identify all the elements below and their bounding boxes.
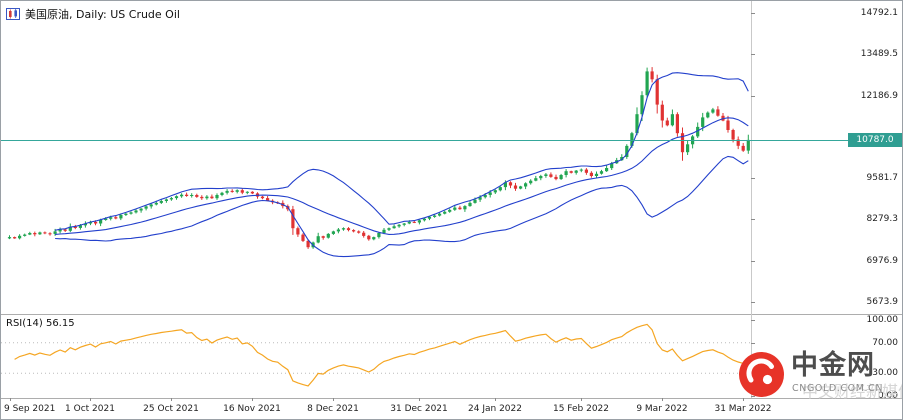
time-axis-tick-mark [252, 398, 253, 401]
price-axis-tick-label: 5673.9 [866, 297, 899, 307]
rsi-axis-tick-mark [751, 343, 755, 344]
time-axis-divider [1, 398, 902, 399]
rsi-chart-panel[interactable] [1, 315, 751, 398]
price-axis-tick-label: 8279.3 [866, 214, 899, 224]
time-axis-tick-mark [419, 398, 420, 401]
current-price-tag: 10787.0 [848, 133, 902, 147]
price-axis-tick-label: 9581.7 [866, 173, 899, 183]
time-axis-label: 9 Mar 2022 [636, 404, 688, 414]
panel-divider[interactable] [1, 314, 902, 315]
cngold-logo-icon [738, 351, 785, 402]
watermark-title: 中金网 [791, 350, 875, 381]
watermark: 中文财经新媒体 中金网 CNGOLD.COM.CN [738, 345, 903, 419]
current-price-line [1, 140, 902, 141]
price-axis-tick-mark [751, 178, 755, 179]
price-axis-tick-mark [751, 13, 755, 14]
rsi-indicator-label: RSI(14) 56.15 [6, 318, 75, 329]
rsi-axis-tick-label: 70.00 [872, 338, 898, 348]
time-axis-tick-mark [743, 398, 744, 401]
time-axis-tick-mark [90, 398, 91, 401]
price-axis-tick-mark [751, 96, 755, 97]
time-axis-label: 25 Oct 2021 [143, 404, 199, 414]
time-axis-label: 9 Sep 2021 [4, 404, 56, 414]
time-axis-tick-mark [171, 398, 172, 401]
time-axis-tick-mark [662, 398, 663, 401]
time-axis-label: 31 Dec 2021 [390, 404, 448, 414]
rsi-axis-tick-mark [751, 396, 755, 397]
watermark-url: CNGOLD.COM.CN [792, 383, 884, 394]
time-axis-label: 8 Dec 2021 [307, 404, 359, 414]
rsi-line-chart[interactable] [1, 315, 751, 398]
time-axis-tick-mark [581, 398, 582, 401]
rsi-axis-tick-label: 100.00 [866, 315, 899, 325]
price-axis-tick-label: 14792.1 [860, 8, 898, 18]
price-axis-border [751, 1, 752, 398]
price-axis-tick-mark [751, 54, 755, 55]
time-axis-tick-mark [10, 398, 11, 401]
price-axis-tick-mark [751, 261, 755, 262]
price-axis-tick-label: 13489.5 [860, 49, 898, 59]
chart-symbol-label: 美国原油, Daily: US Crude Oil [6, 6, 180, 22]
watermark-tagline: 中文财经新媒体 [802, 382, 903, 401]
price-axis-tick-mark [751, 302, 755, 303]
candlestick-chart[interactable] [1, 1, 751, 314]
price-axis-tick-label: 12186.9 [860, 91, 898, 101]
price-axis-tick-label: 6976.9 [866, 256, 899, 266]
time-axis-tick-mark [495, 398, 496, 401]
rsi-axis-tick-label: 0.00 [877, 391, 898, 401]
time-axis-label: 1 Oct 2021 [65, 404, 115, 414]
time-axis-label: 16 Nov 2021 [223, 404, 281, 414]
symbol-title: 美国原油, Daily: US Crude Oil [25, 8, 180, 21]
candlestick-chart-icon [6, 8, 20, 20]
time-axis-label: 24 Jan 2022 [468, 404, 522, 414]
time-axis-tick-mark [333, 398, 334, 401]
time-axis-label: 15 Feb 2022 [552, 404, 610, 414]
price-axis-tick-mark [751, 219, 755, 220]
time-axis-label: 31 Mar 2022 [714, 404, 772, 414]
rsi-axis-tick-mark [751, 320, 755, 321]
price-chart-panel[interactable] [1, 1, 751, 314]
rsi-axis-tick-label: 30.00 [872, 368, 898, 378]
